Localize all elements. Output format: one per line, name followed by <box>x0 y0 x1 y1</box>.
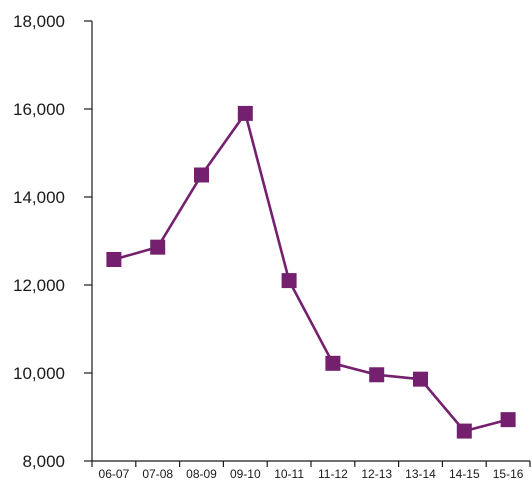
series-path <box>113 112 509 433</box>
x-tick-label: 08-09 <box>186 467 217 481</box>
data-point <box>413 371 428 387</box>
data-point <box>281 273 297 289</box>
y-tick-label: 12,000 <box>13 276 65 295</box>
y-tick-label: 14,000 <box>13 188 65 207</box>
x-tick-label: 11-12 <box>318 467 348 481</box>
data-point <box>237 105 253 121</box>
x-tick-label: 14-15 <box>449 467 480 481</box>
x-tick-label: 10-11 <box>274 467 304 481</box>
y-tick-label: 8,000 <box>22 452 65 471</box>
x-tick-label: 15-16 <box>493 467 524 481</box>
x-tick-label: 07-08 <box>142 467 173 481</box>
data-point <box>106 251 122 267</box>
data-point <box>150 239 166 255</box>
data-point <box>194 167 209 183</box>
y-tick-label: 10,000 <box>13 364 65 383</box>
data-point <box>369 367 385 383</box>
series-line <box>106 105 516 439</box>
data-point <box>325 355 341 371</box>
x-tick-label: 09-10 <box>230 467 261 481</box>
y-tick-label: 16,000 <box>13 100 65 119</box>
data-point <box>456 423 472 439</box>
x-tick-label: 13-14 <box>405 467 436 481</box>
data-point <box>500 412 516 428</box>
x-tick-label: 06-07 <box>99 467 130 481</box>
y-tick-label: 18,000 <box>13 12 65 31</box>
x-tick-label: 12-13 <box>361 467 392 481</box>
x-axis: 06-07 07-08 08-09 09-10 10-11 11-12 12-13 13-14… <box>91 460 531 481</box>
y-axis: 8,000 10,000 12,000 14,000 16,000 18,000 <box>13 12 93 471</box>
